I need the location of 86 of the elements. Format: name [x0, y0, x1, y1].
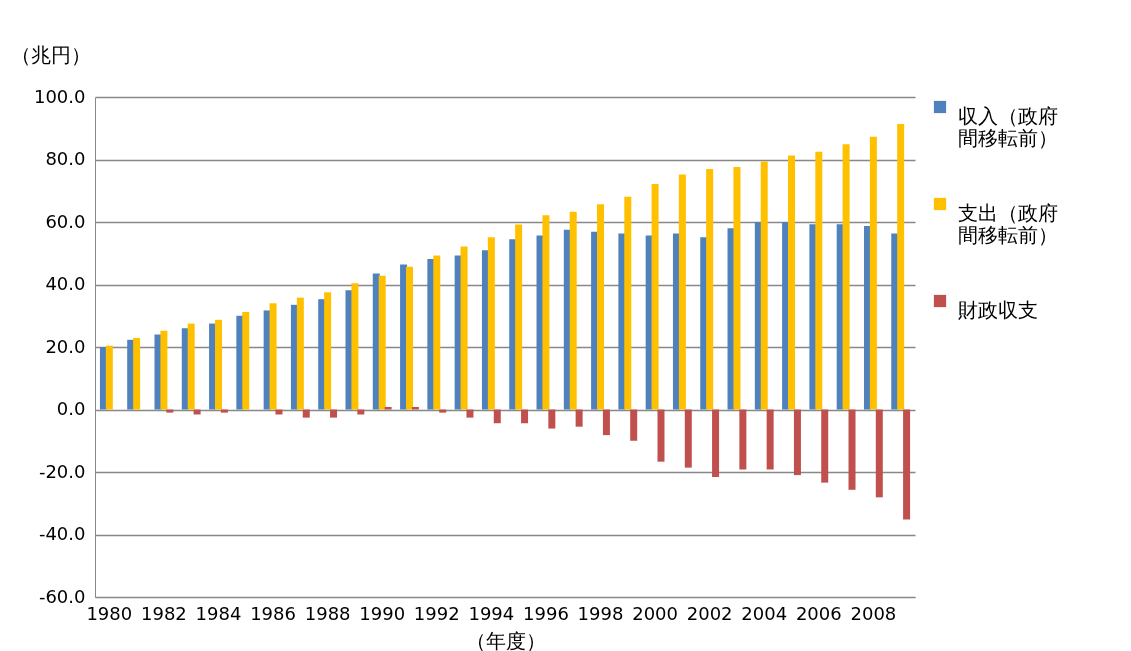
bar — [269, 303, 277, 410]
bar — [466, 409, 474, 418]
bar — [597, 204, 605, 410]
bar — [330, 409, 338, 418]
bar — [869, 136, 877, 410]
bar — [302, 409, 310, 418]
bar — [793, 409, 801, 476]
bar — [193, 409, 201, 415]
legend-label: 財政収支 — [958, 298, 1038, 322]
x-tick-label: 2004 — [741, 602, 788, 624]
bar — [760, 161, 768, 410]
bar — [493, 409, 501, 424]
bar — [521, 409, 529, 424]
bar — [515, 224, 523, 410]
bar — [214, 319, 222, 410]
bar — [848, 409, 856, 490]
bar — [187, 323, 195, 410]
bar — [733, 167, 741, 410]
bar — [133, 337, 141, 410]
bar — [220, 409, 228, 413]
x-tick-label: 1994 — [468, 602, 515, 624]
bar — [788, 155, 796, 410]
legend-label: 支出（政府間移転前） — [958, 201, 1058, 247]
x-tick-label: 1988 — [304, 602, 351, 624]
bar — [897, 123, 905, 410]
legend-label: 収入（政府間移転前） — [958, 104, 1058, 150]
bar — [460, 246, 468, 410]
bar — [684, 409, 692, 468]
x-tick-label: 2002 — [686, 602, 733, 624]
bar — [569, 211, 577, 410]
bar — [651, 183, 659, 410]
bar — [739, 409, 747, 470]
bar — [487, 237, 495, 410]
x-tick-label: 1998 — [577, 602, 624, 624]
bar — [657, 409, 665, 462]
bar — [875, 409, 883, 498]
y-tick-label: -40.0 — [38, 523, 86, 544]
y-axis-title: （兆円） — [10, 42, 91, 67]
bar — [439, 409, 447, 413]
y-tick-label: -20.0 — [38, 460, 86, 482]
x-tick-label: 1984 — [195, 602, 242, 624]
y-tick-label: 80.0 — [45, 148, 86, 169]
bar — [624, 196, 632, 410]
bar — [411, 407, 419, 410]
bar — [815, 151, 823, 410]
x-tick-label: 1992 — [413, 602, 460, 624]
bar — [242, 312, 250, 410]
bar — [575, 409, 583, 427]
x-tick-label: 1990 — [359, 602, 406, 624]
bar — [160, 330, 168, 410]
x-tick-label: 1996 — [523, 602, 569, 624]
x-tick-label: 1982 — [141, 602, 187, 624]
x-tick-label: 2000 — [632, 602, 678, 624]
bar — [678, 174, 686, 410]
y-tick-label: -60.0 — [38, 585, 86, 607]
bar — [275, 409, 283, 415]
y-tick-label: 20.0 — [45, 335, 86, 357]
bar — [602, 409, 610, 436]
bar — [712, 409, 720, 477]
bar — [105, 345, 113, 410]
y-tick-label: 0.0 — [56, 398, 86, 419]
bar — [324, 292, 332, 410]
y-tick-label: 100.0 — [33, 85, 86, 107]
bar — [766, 409, 774, 470]
x-tick-label: 2006 — [795, 602, 842, 624]
bar — [903, 409, 911, 520]
bar — [357, 409, 365, 415]
bar — [351, 283, 359, 410]
x-tick-label: 2008 — [850, 602, 897, 624]
bar — [821, 409, 829, 483]
bar — [548, 409, 556, 429]
bar — [384, 407, 392, 410]
bar — [706, 168, 714, 410]
bar — [630, 409, 638, 441]
x-axis-title: （年度） — [465, 628, 546, 651]
bar — [296, 297, 304, 410]
y-tick-label: 60.0 — [45, 210, 86, 232]
bar — [433, 255, 441, 410]
bar — [405, 266, 413, 410]
x-tick-label: 1980 — [86, 602, 133, 624]
bar — [542, 215, 550, 410]
x-tick-label: 1986 — [250, 602, 296, 624]
bar — [166, 409, 174, 413]
bar — [378, 275, 386, 410]
bar — [842, 144, 850, 410]
y-tick-label: 40.0 — [45, 273, 86, 294]
